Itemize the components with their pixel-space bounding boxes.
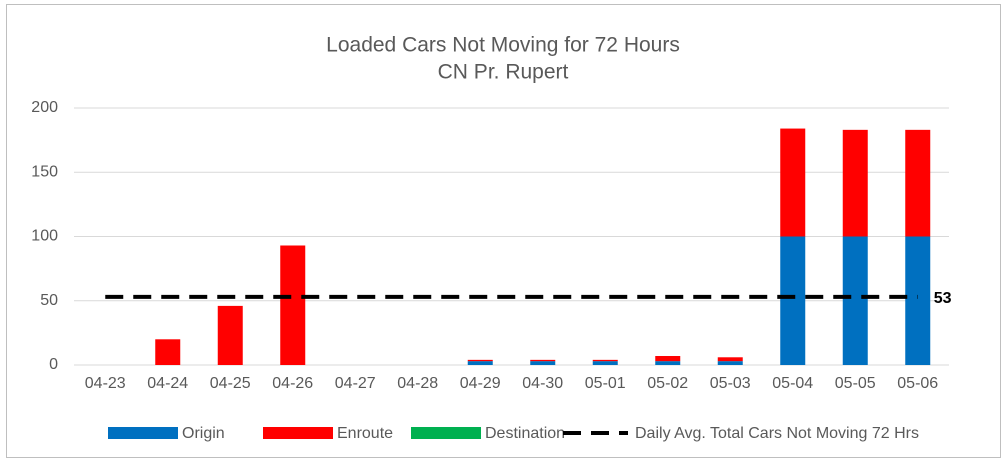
bar-segment [842, 129, 868, 237]
x-tick-label: 04-25 [210, 375, 251, 392]
bar-segment [530, 361, 556, 365]
bar-segment [467, 361, 493, 365]
x-tick-label: 04-23 [85, 375, 126, 392]
x-tick-label: 05-03 [710, 375, 751, 392]
bar-segment [592, 361, 618, 365]
x-tick-label: 05-02 [647, 375, 688, 392]
bar-segment [717, 361, 743, 365]
y-tick-label: 100 [31, 228, 58, 245]
legend-label: Enroute [337, 425, 393, 442]
x-tick-label: 04-24 [147, 375, 188, 392]
bar-segment [905, 236, 931, 365]
data-label: 53 [934, 290, 952, 307]
legend-swatch [263, 427, 333, 439]
bar-segment [780, 236, 806, 365]
legend-label: Origin [182, 425, 225, 442]
bar-segment [780, 128, 806, 237]
y-tick-label: 150 [31, 163, 58, 180]
x-tick-label: 05-01 [585, 375, 626, 392]
bar-segment [842, 236, 868, 365]
legend-label: Destination [485, 425, 565, 442]
x-tick-label: 04-30 [522, 375, 563, 392]
y-tick-label: 200 [31, 99, 58, 116]
y-tick-label: 50 [40, 292, 58, 309]
chart-title: Loaded Cars Not Moving for 72 Hours [326, 34, 680, 57]
bar-segment [280, 245, 306, 365]
bar-segment [530, 359, 556, 362]
chart-subtitle: CN Pr. Rupert [438, 61, 569, 84]
bar-segment [655, 356, 681, 362]
legend-swatch [108, 427, 178, 439]
x-tick-label: 04-27 [335, 375, 376, 392]
bar-segment [717, 357, 743, 362]
x-tick-label: 05-06 [897, 375, 938, 392]
bar-segment [217, 305, 243, 365]
legend-swatch [411, 427, 481, 439]
bar-segment [155, 339, 181, 365]
chart-border [6, 4, 1001, 458]
x-tick-label: 05-05 [835, 375, 876, 392]
bar-segment [905, 129, 931, 237]
x-tick-label: 04-26 [272, 375, 313, 392]
bar-segment [655, 361, 681, 365]
x-tick-label: 04-29 [460, 375, 501, 392]
bar-segment [592, 359, 618, 362]
legend-label: Daily Avg. Total Cars Not Moving 72 Hrs [635, 425, 919, 442]
bar-segment [467, 359, 493, 362]
y-tick-label: 0 [49, 356, 58, 373]
x-tick-label: 05-04 [772, 375, 813, 392]
x-tick-label: 04-28 [397, 375, 438, 392]
